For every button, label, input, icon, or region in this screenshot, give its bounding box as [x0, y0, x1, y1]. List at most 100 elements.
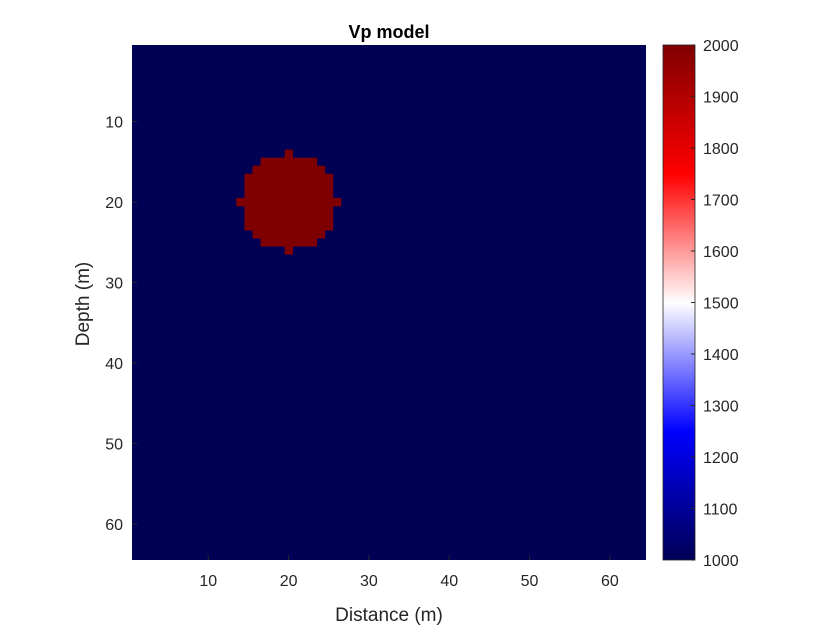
heatmap-cell	[276, 173, 285, 183]
heatmap-cell	[316, 189, 326, 199]
heatmap-cell	[292, 197, 302, 207]
heatmap-cell	[316, 205, 326, 215]
heatmap-cell	[292, 165, 302, 175]
heatmap-cell	[316, 173, 326, 183]
heatmap-cell	[244, 213, 253, 223]
y-tick-label: 50	[105, 436, 123, 453]
y-tick-label: 40	[105, 356, 123, 373]
colorbar-tick-label: 1300	[703, 399, 739, 416]
x-axis: 10 20 30 40 50 60	[199, 555, 619, 590]
heatmap-cell	[284, 173, 294, 183]
heatmap-cell	[308, 230, 318, 239]
heatmap-cell	[292, 181, 302, 191]
heatmap-cell	[284, 165, 294, 175]
colorbar-tick-label: 1100	[703, 502, 738, 519]
heatmap-cell	[316, 165, 326, 175]
heatmap-cell	[268, 213, 277, 223]
colorbar-tick-label: 1900	[703, 90, 739, 107]
heatmap-cell	[284, 213, 294, 223]
heatmap-cell	[308, 238, 318, 247]
heatmap-cell	[260, 173, 269, 183]
heatmap-cell	[260, 213, 269, 223]
heatmap-cell	[284, 149, 294, 159]
heatmap-cell	[292, 222, 302, 231]
colorbar-tick-label: 1700	[703, 193, 739, 210]
heatmap-cell	[252, 165, 261, 175]
y-tick-label: 20	[105, 195, 123, 212]
x-tick-label: 10	[199, 573, 217, 590]
heatmap-cell	[292, 205, 302, 215]
heatmap-cell	[260, 238, 269, 247]
heatmap-cell	[284, 205, 294, 215]
heatmap-cell	[292, 189, 302, 199]
heatmap-cell	[252, 181, 261, 191]
heatmap-cell	[284, 246, 294, 255]
heatmap-cell	[284, 197, 294, 207]
heatmap-cell	[260, 230, 269, 239]
heatmap-cell	[268, 157, 277, 167]
heatmap-cell	[292, 157, 302, 167]
heatmap-cell	[252, 197, 261, 207]
colorbar-tick-label: 1200	[703, 450, 739, 467]
colorbar: 1000 1100 1200 1300 1400 1500 1600 1700 1800 1900…	[662, 38, 739, 570]
heatmap-cell	[324, 222, 334, 231]
x-axis-label: Distance (m)	[335, 605, 443, 626]
heatmap-cell	[284, 157, 294, 167]
heatmap-cell	[276, 238, 285, 247]
colorbar-tick-label: 1600	[703, 244, 739, 261]
y-axis-label: Depth (m)	[73, 262, 94, 346]
heatmap-cell	[276, 157, 285, 167]
heatmap-cell	[300, 173, 310, 183]
heatmap-cell	[308, 165, 318, 175]
heatmap-cell	[244, 173, 253, 183]
heatmap-cell	[300, 205, 310, 215]
heatmap-cell	[284, 230, 294, 239]
heatmap-cell	[324, 213, 334, 223]
x-tick-label: 60	[601, 573, 619, 590]
heatmap-cell	[276, 189, 285, 199]
heatmap-cell	[308, 197, 318, 207]
heatmap-cell	[308, 222, 318, 231]
heatmap-cell	[276, 213, 285, 223]
heatmap-cell	[292, 173, 302, 183]
heatmap-cell	[268, 197, 277, 207]
heatmap-cell	[300, 238, 310, 247]
heatmap-cell	[244, 189, 253, 199]
heatmap-cell	[316, 213, 326, 223]
heatmap-cell	[268, 238, 277, 247]
heatmap-cell	[276, 197, 285, 207]
heatmap-cell	[244, 205, 253, 215]
heatmap-cell	[276, 181, 285, 191]
heatmap-cell	[308, 173, 318, 183]
heatmap-cell	[244, 222, 253, 231]
y-tick-label: 10	[105, 114, 123, 131]
heatmap-cell	[324, 205, 334, 215]
x-tick-label: 40	[440, 573, 458, 590]
heatmap-cell	[260, 157, 269, 167]
heatmap-cell	[300, 181, 310, 191]
heatmap-cell	[300, 165, 310, 175]
colorbar-tick-label: 1000	[703, 553, 739, 570]
heatmap-cell	[300, 213, 310, 223]
heatmap-cell	[284, 181, 294, 191]
colorbar-tick-label: 1500	[703, 296, 739, 313]
heatmap-cell	[324, 189, 334, 199]
heatmap-cell	[260, 205, 269, 215]
plot-area	[132, 45, 646, 560]
heatmap-cell	[252, 205, 261, 215]
chart-title: Vp model	[348, 22, 429, 42]
heatmap-cell	[324, 197, 334, 207]
heatmap-cell	[268, 230, 277, 239]
x-tick-label: 50	[521, 573, 539, 590]
heatmap-cell	[268, 205, 277, 215]
heatmap-cell	[308, 157, 318, 167]
y-axis: 10 20 30 40 50 60	[105, 114, 137, 534]
heatmap-cell	[300, 197, 310, 207]
heatmap-cell	[260, 222, 269, 231]
heatmap-cell	[276, 230, 285, 239]
heatmap-cell	[324, 173, 334, 183]
heatmap-cell	[308, 205, 318, 215]
heatmap-cell	[276, 222, 285, 231]
x-tick-label: 20	[280, 573, 298, 590]
